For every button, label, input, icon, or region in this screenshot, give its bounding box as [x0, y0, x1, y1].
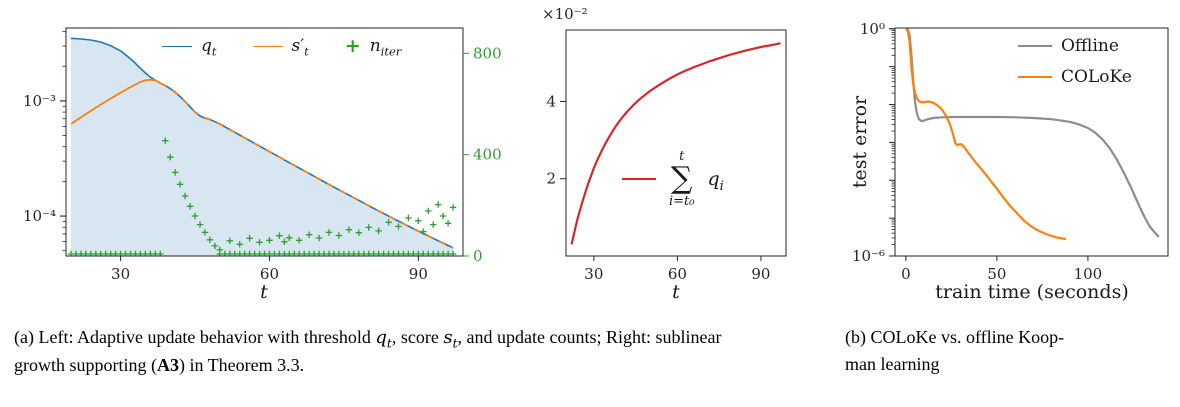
legend-item-qt: qt — [162, 36, 217, 59]
legend-label-st: s′t — [291, 36, 309, 59]
sum-upper-limit: t — [679, 149, 685, 164]
legend-line-swatch-coloke — [1018, 76, 1052, 78]
area-q_t — [71, 38, 454, 256]
tick-label: 10⁰ — [860, 20, 885, 38]
legend-plus-marker-icon: + — [344, 34, 361, 57]
plot-series — [905, 28, 1160, 241]
legend-label-niter: niter — [369, 36, 402, 59]
tick-label: 10⁻³ — [23, 92, 56, 110]
sum-term: qi — [707, 168, 724, 194]
tick-label: 60 — [260, 265, 279, 283]
caption-b-line1: (b) COLoKe vs. offline Koop- — [845, 327, 1065, 347]
series-s_t — [70, 78, 161, 125]
plot-series — [67, 37, 457, 256]
tick-label: 400 — [473, 146, 502, 164]
plot-frame — [565, 29, 787, 257]
legend-line-swatch-offline — [1018, 45, 1052, 47]
legend-item-niter: + niter — [344, 34, 402, 59]
tick-label: 60 — [668, 265, 687, 283]
caption-b: (b) COLoKe vs. offline Koop- man learnin… — [845, 324, 1180, 377]
legend-right-chart: Offline COLoKe — [1018, 36, 1132, 87]
tick-label: 4 — [546, 92, 556, 110]
sigma-symbol: ∑ — [671, 161, 693, 196]
legend-line-swatch-st — [252, 45, 283, 47]
x-axis-label-right-chart: train time (seconds) — [935, 281, 1129, 303]
chart-test-error: 0 50 100 10⁰ 10⁻⁶ — [852, 20, 1169, 283]
legend-label-offline: Offline — [1061, 36, 1119, 56]
tick-label: 2 — [546, 170, 556, 188]
series-COLoKe — [905, 28, 1067, 241]
axis-offset-text: ×10⁻² — [542, 5, 588, 23]
legend-line-swatch-qt — [162, 45, 192, 47]
tick-label: 30 — [584, 265, 603, 283]
tick-label: 0 — [473, 247, 483, 265]
chart-cumulative-sum: 30 60 90 2 4 — [546, 29, 787, 283]
tick-label: 800 — [473, 44, 502, 62]
legend-line-swatch-sum — [622, 178, 656, 180]
legend-item-offline: Offline — [1018, 36, 1119, 56]
plot-frame — [65, 27, 464, 257]
tick-label: 10⁻⁶ — [852, 247, 885, 265]
scatter-n_iter — [67, 137, 457, 256]
legend-middle-chart: t ∑ i=t₀ qi — [622, 150, 724, 208]
tick-label: 0 — [901, 265, 911, 283]
tick-label: 100 — [1074, 265, 1103, 283]
chart-adaptive-update: 30 60 90 10⁻³ 10⁻⁴ 0 400 800 — [23, 27, 502, 283]
sum-expression: t ∑ i=t₀ — [669, 150, 695, 208]
legend-item-st: s′t — [252, 36, 309, 59]
legend-label-coloke: COLoKe — [1061, 67, 1132, 87]
tick-label: 10⁻⁴ — [23, 207, 56, 225]
x-axis-label-middle-chart: t — [672, 281, 680, 303]
caption-a: (a) Left: Adaptive update behavior with … — [14, 327, 722, 375]
series-Offline — [905, 28, 1160, 238]
legend-item-coloke: COLoKe — [1018, 67, 1132, 87]
tick-label: 50 — [987, 265, 1006, 283]
tick-label: 90 — [409, 265, 428, 283]
plot-series — [570, 42, 781, 245]
tick-label: 90 — [751, 265, 770, 283]
legend-left-chart: qt s′t + niter — [162, 34, 402, 59]
sum-lower-limit: i=t₀ — [669, 194, 695, 209]
x-axis-label-left-chart: t — [260, 281, 268, 303]
series-s_t_merged — [159, 82, 454, 249]
series-sum_q_i — [570, 42, 781, 245]
y-axis-label-right-chart: test error — [849, 95, 871, 189]
tick-label: 30 — [111, 265, 130, 283]
caption-b-line2: man learning — [845, 353, 940, 374]
legend-label-qt: qt — [201, 36, 217, 59]
